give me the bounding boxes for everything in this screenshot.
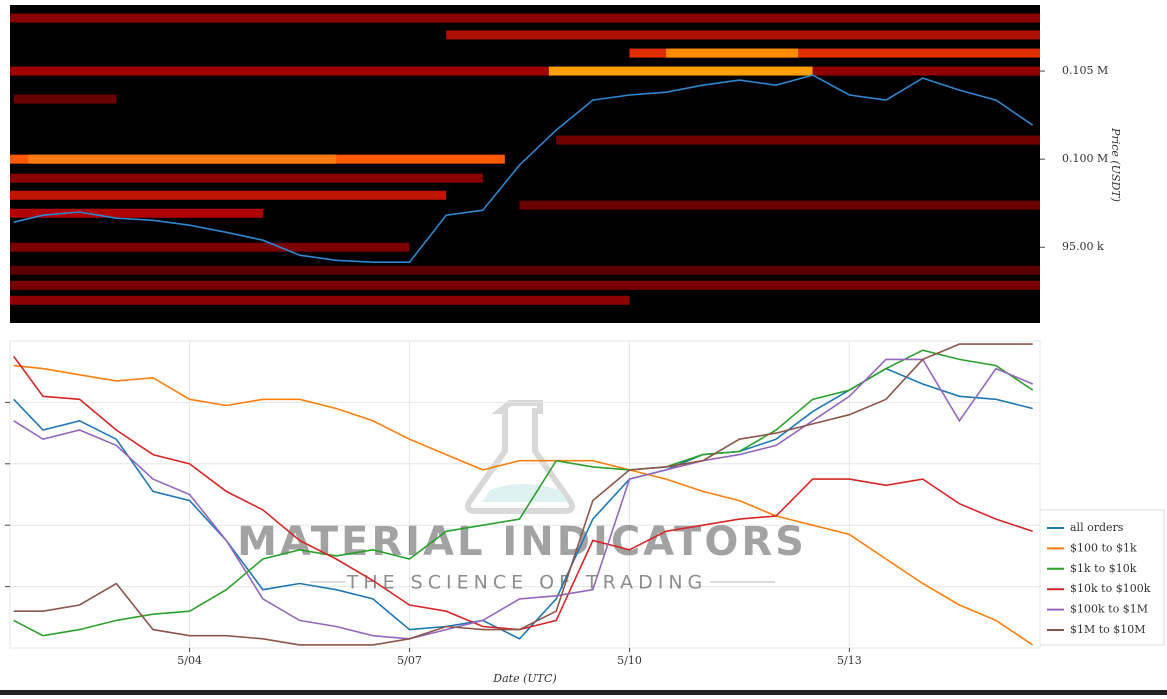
heat-band [446,30,1040,40]
heat-band [10,242,410,252]
x-axis-label: Date (UTC) [492,672,556,685]
heat-band [10,295,630,305]
series-line [13,358,1034,640]
heat-band [10,208,263,218]
series-line [13,343,1033,646]
x-tick-label: 5/07 [397,654,422,667]
y-tick-label: 0.100 M [1062,152,1108,165]
x-tick-label: 5/13 [837,654,862,667]
watermark-flask [310,400,775,583]
legend-label: $1M to $10M [1070,623,1146,636]
price-line [13,74,1034,263]
watermark-subtitle: THE SCIENCE OF TRADING [346,572,708,594]
x-tick-label: 5/10 [617,654,642,667]
bottom-strip [0,690,1167,695]
legend-label: $100k to $1M [1070,603,1148,616]
heat-band [10,66,549,76]
heat-band [548,66,813,76]
heat-band [556,135,1040,145]
heat-bands [10,13,1040,305]
heat-band [10,13,1040,23]
legend-label: $10k to $100k [1070,582,1151,595]
legend-label: all orders [1070,521,1124,534]
plot-frame [9,340,1041,649]
heat-band [28,154,337,164]
y-axis-label: Price (USDT) [1109,127,1122,202]
heat-band [10,190,447,200]
heat-band [666,48,799,58]
series-line [13,364,1034,646]
heat-band [812,66,1040,76]
y-tick-label: 95.00 k [1062,240,1104,253]
watermark-title: MATERIAL INDICATORS [237,519,807,565]
legend-label: $1k to $10k [1070,562,1137,575]
heat-band [10,173,483,183]
legend-label: $100 to $1k [1070,541,1137,554]
heat-band [10,265,1040,275]
heat-band [519,200,1040,210]
heat-band [13,94,117,104]
legend-box [1039,509,1165,646]
heat-band [629,48,1040,58]
x-tick-label: 5/04 [177,654,202,667]
y-tick-label: 0.105 M [1062,64,1108,77]
heat-band [10,280,1040,290]
